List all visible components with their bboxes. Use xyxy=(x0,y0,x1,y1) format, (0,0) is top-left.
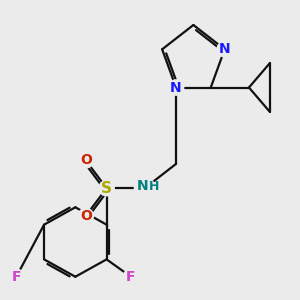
Text: N: N xyxy=(219,42,230,56)
Text: F: F xyxy=(126,270,136,284)
Text: F: F xyxy=(12,270,21,284)
Circle shape xyxy=(78,208,93,224)
Circle shape xyxy=(217,42,232,57)
Text: N: N xyxy=(137,179,149,194)
Circle shape xyxy=(9,269,24,284)
Circle shape xyxy=(123,269,139,284)
Text: S: S xyxy=(101,181,112,196)
Text: O: O xyxy=(80,209,92,223)
Text: H: H xyxy=(149,180,160,193)
Text: O: O xyxy=(80,153,92,167)
Text: N: N xyxy=(170,80,182,94)
Circle shape xyxy=(134,178,155,199)
Circle shape xyxy=(78,153,93,168)
Circle shape xyxy=(99,181,114,196)
Circle shape xyxy=(168,80,184,95)
